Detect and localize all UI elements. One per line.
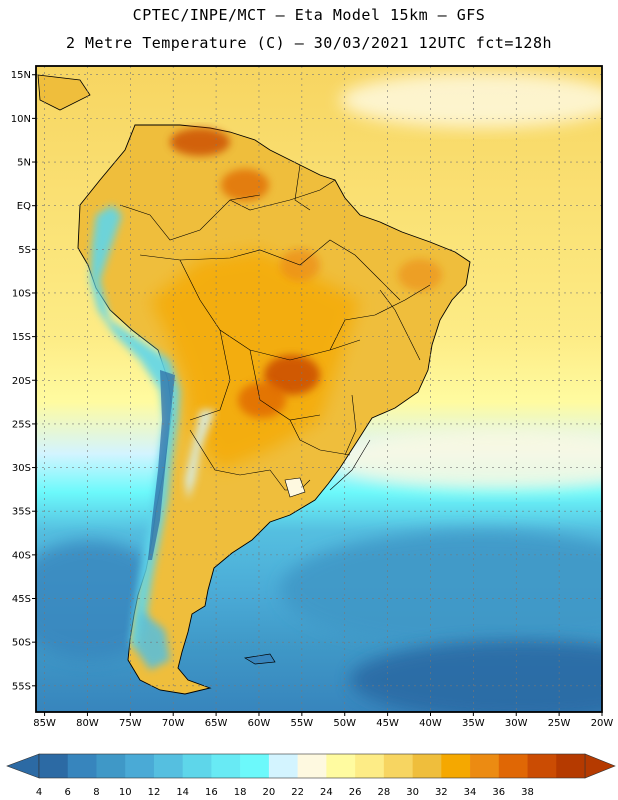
lat-tick-label: 5S	[18, 245, 31, 256]
colorbar-swatch	[182, 754, 212, 778]
colorbar-label: 18	[234, 787, 247, 798]
lagoa-dos-patos	[284, 477, 306, 498]
central-america-land	[37, 74, 91, 111]
hot-spot-pantanal	[264, 355, 320, 395]
colorbar-label: 16	[205, 787, 218, 798]
colorbar-swatch	[412, 754, 442, 778]
colorbar-label: 22	[291, 787, 304, 798]
lon-tick-label: 20W	[591, 718, 614, 729]
latitude-axis-labels: 15N 10N 5N EQ 5S 10S 15S 20S 25S 30S 35S 40S 45S 50S 5…	[11, 70, 36, 692]
map-gridlines	[36, 66, 603, 712]
colorbar-swatch	[355, 754, 385, 778]
colorbar-swatch	[153, 754, 183, 778]
lon-tick-label: 50W	[333, 718, 356, 729]
lon-tick-label: 25W	[548, 718, 571, 729]
colorbar-outline	[38, 753, 586, 779]
colorbar-label: 34	[464, 787, 477, 798]
hot-spot-venezuela	[170, 128, 230, 156]
hot-spot-orinoco	[221, 169, 269, 201]
lon-tick-label: 35W	[462, 718, 485, 729]
lon-tick-label: 65W	[205, 718, 228, 729]
colorbar-swatch	[498, 754, 528, 778]
colorbar: 4 6 8 10 12 14 16 18 20 22 24 26 28 30 32 34 36 38	[6, 753, 616, 798]
lat-tick-label: 25S	[12, 419, 31, 430]
temperature-field	[36, 66, 602, 712]
colorbar-swatch	[125, 754, 155, 778]
andes-cold-belt	[90, 205, 180, 650]
lon-tick-label: 60W	[248, 718, 271, 729]
warm-spot-northeast	[398, 259, 442, 291]
colorbar-swatch	[268, 754, 298, 778]
lat-tick-label: 15N	[11, 70, 31, 81]
andes-foothills-cool	[185, 410, 215, 500]
colorbar-label: 14	[176, 787, 189, 798]
lon-tick-label: 30W	[505, 718, 528, 729]
colorbar-over-arrow	[584, 753, 616, 779]
lat-tick-label: EQ	[17, 201, 31, 212]
lat-tick-label: 15S	[12, 332, 31, 343]
atlantic-warm-band	[340, 72, 602, 128]
colorbar-swatch	[67, 754, 97, 778]
colorbar-label: 32	[435, 787, 448, 798]
south-atlantic-cold	[350, 640, 602, 712]
lat-tick-label: 45S	[12, 594, 31, 605]
lat-tick-label: 10S	[12, 288, 31, 299]
atlantic-mild-band	[330, 430, 602, 490]
colorbar-label: 28	[377, 787, 390, 798]
lon-tick-label: 85W	[33, 718, 56, 729]
lon-tick-label: 45W	[376, 718, 399, 729]
falkland-islands	[243, 653, 276, 665]
colorbar-under-arrow	[6, 753, 40, 779]
lon-tick-label: 70W	[162, 718, 185, 729]
colorbar-swatch	[39, 754, 69, 778]
colorbar-label: 10	[119, 787, 132, 798]
title-line-2: 2 Metre Temperature (C) – 30/03/2021 12U…	[65, 34, 553, 52]
colorbar-label: 36	[492, 787, 505, 798]
lat-tick-label: 10N	[11, 114, 31, 125]
colorbar-label: 38	[521, 787, 534, 798]
colorbar-swatch	[240, 754, 270, 778]
colorbar-label: 8	[93, 787, 99, 798]
colorbar-label: 26	[349, 787, 362, 798]
colorbar-swatch	[470, 754, 500, 778]
lon-tick-label: 75W	[119, 718, 142, 729]
lat-tick-label: 5N	[17, 158, 31, 169]
lon-tick-label: 80W	[76, 718, 99, 729]
colorbar-swatch	[556, 754, 586, 778]
colorbar-swatch	[326, 754, 356, 778]
lat-tick-label: 55S	[12, 681, 31, 692]
colorbar-label: 24	[320, 787, 333, 798]
country-borders	[119, 164, 431, 491]
colorbar-swatch	[527, 754, 557, 778]
lat-tick-label: 50S	[12, 638, 31, 649]
lat-tick-label: 20S	[12, 376, 31, 387]
colorbar-label: 30	[406, 787, 419, 798]
colorbar-swatch	[441, 754, 471, 778]
map-frame	[35, 65, 603, 713]
lon-tick-label: 55W	[291, 718, 314, 729]
colorbar-swatch	[383, 754, 413, 778]
patagonia-cool	[136, 610, 170, 670]
andes-high-peaks	[148, 370, 175, 560]
colorbar-label: 4	[36, 787, 42, 798]
south-atlantic-cool	[280, 530, 602, 650]
colorbar-swatch	[211, 754, 241, 778]
lat-tick-label: 40S	[12, 550, 31, 561]
lat-tick-label: 35S	[12, 507, 31, 518]
title-line-1: CPTEC/INPE/MCT – Eta Model 15km – GFS	[132, 6, 486, 24]
longitude-axis-labels: 85W 80W 75W 70W 65W 60W 55W 50W 45W 40W 35W 30W 25W 2…	[33, 712, 613, 729]
lat-tick-label: 30S	[12, 463, 31, 474]
lon-tick-label: 40W	[419, 718, 442, 729]
colorbar-swatch	[297, 754, 327, 778]
colorbar-swatch	[96, 754, 126, 778]
colorbar-label: 6	[65, 787, 71, 798]
colorbar-label: 20	[263, 787, 276, 798]
colorbar-label: 12	[148, 787, 161, 798]
